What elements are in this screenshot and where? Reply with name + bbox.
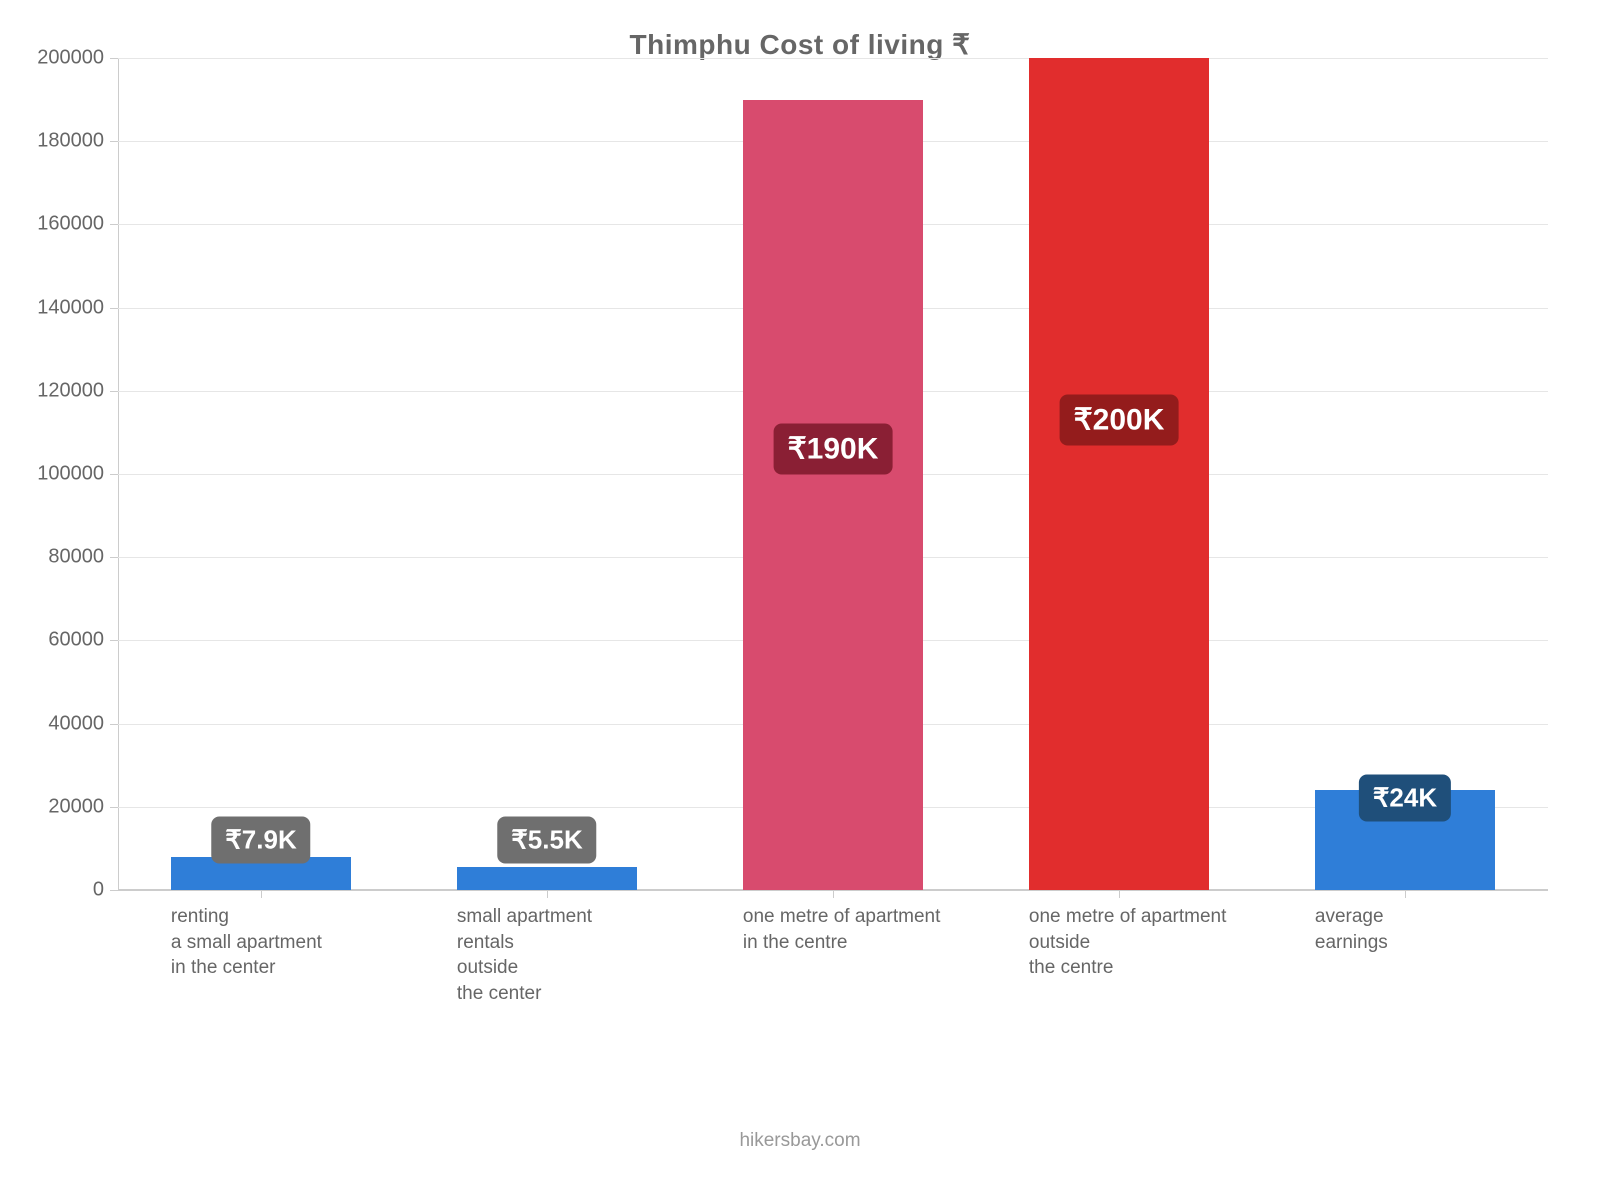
y-tick-label: 200000 <box>37 47 118 70</box>
bar <box>457 867 637 890</box>
x-tick-label: renting a small apartment in the center <box>171 890 391 981</box>
value-badge: ₹7.9K <box>211 817 310 864</box>
x-tick-label: average earnings <box>1315 890 1535 955</box>
y-tick-label: 140000 <box>37 296 118 319</box>
y-tick-label: 20000 <box>48 795 118 818</box>
y-tick-label: 40000 <box>48 712 118 735</box>
bar <box>1029 58 1209 890</box>
y-tick-label: 160000 <box>37 213 118 236</box>
footer-credit: hikersbay.com <box>0 1130 1600 1152</box>
gridline <box>118 58 1548 59</box>
chart-container: Thimphu Cost of living ₹ 020000400006000… <box>0 0 1600 1200</box>
x-tick-label: one metre of apartment outside the centr… <box>1029 890 1249 981</box>
y-tick-label: 0 <box>93 879 118 902</box>
y-tick-label: 180000 <box>37 130 118 153</box>
y-tick-label: 60000 <box>48 629 118 652</box>
plot-area: 0200004000060000800001000001200001400001… <box>118 58 1548 890</box>
y-tick-label: 120000 <box>37 379 118 402</box>
x-tick-label: one metre of apartment in the centre <box>743 890 963 955</box>
value-badge: ₹5.5K <box>497 817 596 864</box>
value-badge: ₹200K <box>1060 394 1179 445</box>
y-tick-label: 80000 <box>48 546 118 569</box>
y-tick-label: 100000 <box>37 463 118 486</box>
x-tick-label: small apartment rentals outside the cent… <box>457 890 677 1007</box>
chart-title: Thimphu Cost of living ₹ <box>0 28 1600 61</box>
value-badge: ₹24K <box>1359 775 1451 822</box>
value-badge: ₹190K <box>774 424 893 475</box>
bar <box>743 100 923 890</box>
